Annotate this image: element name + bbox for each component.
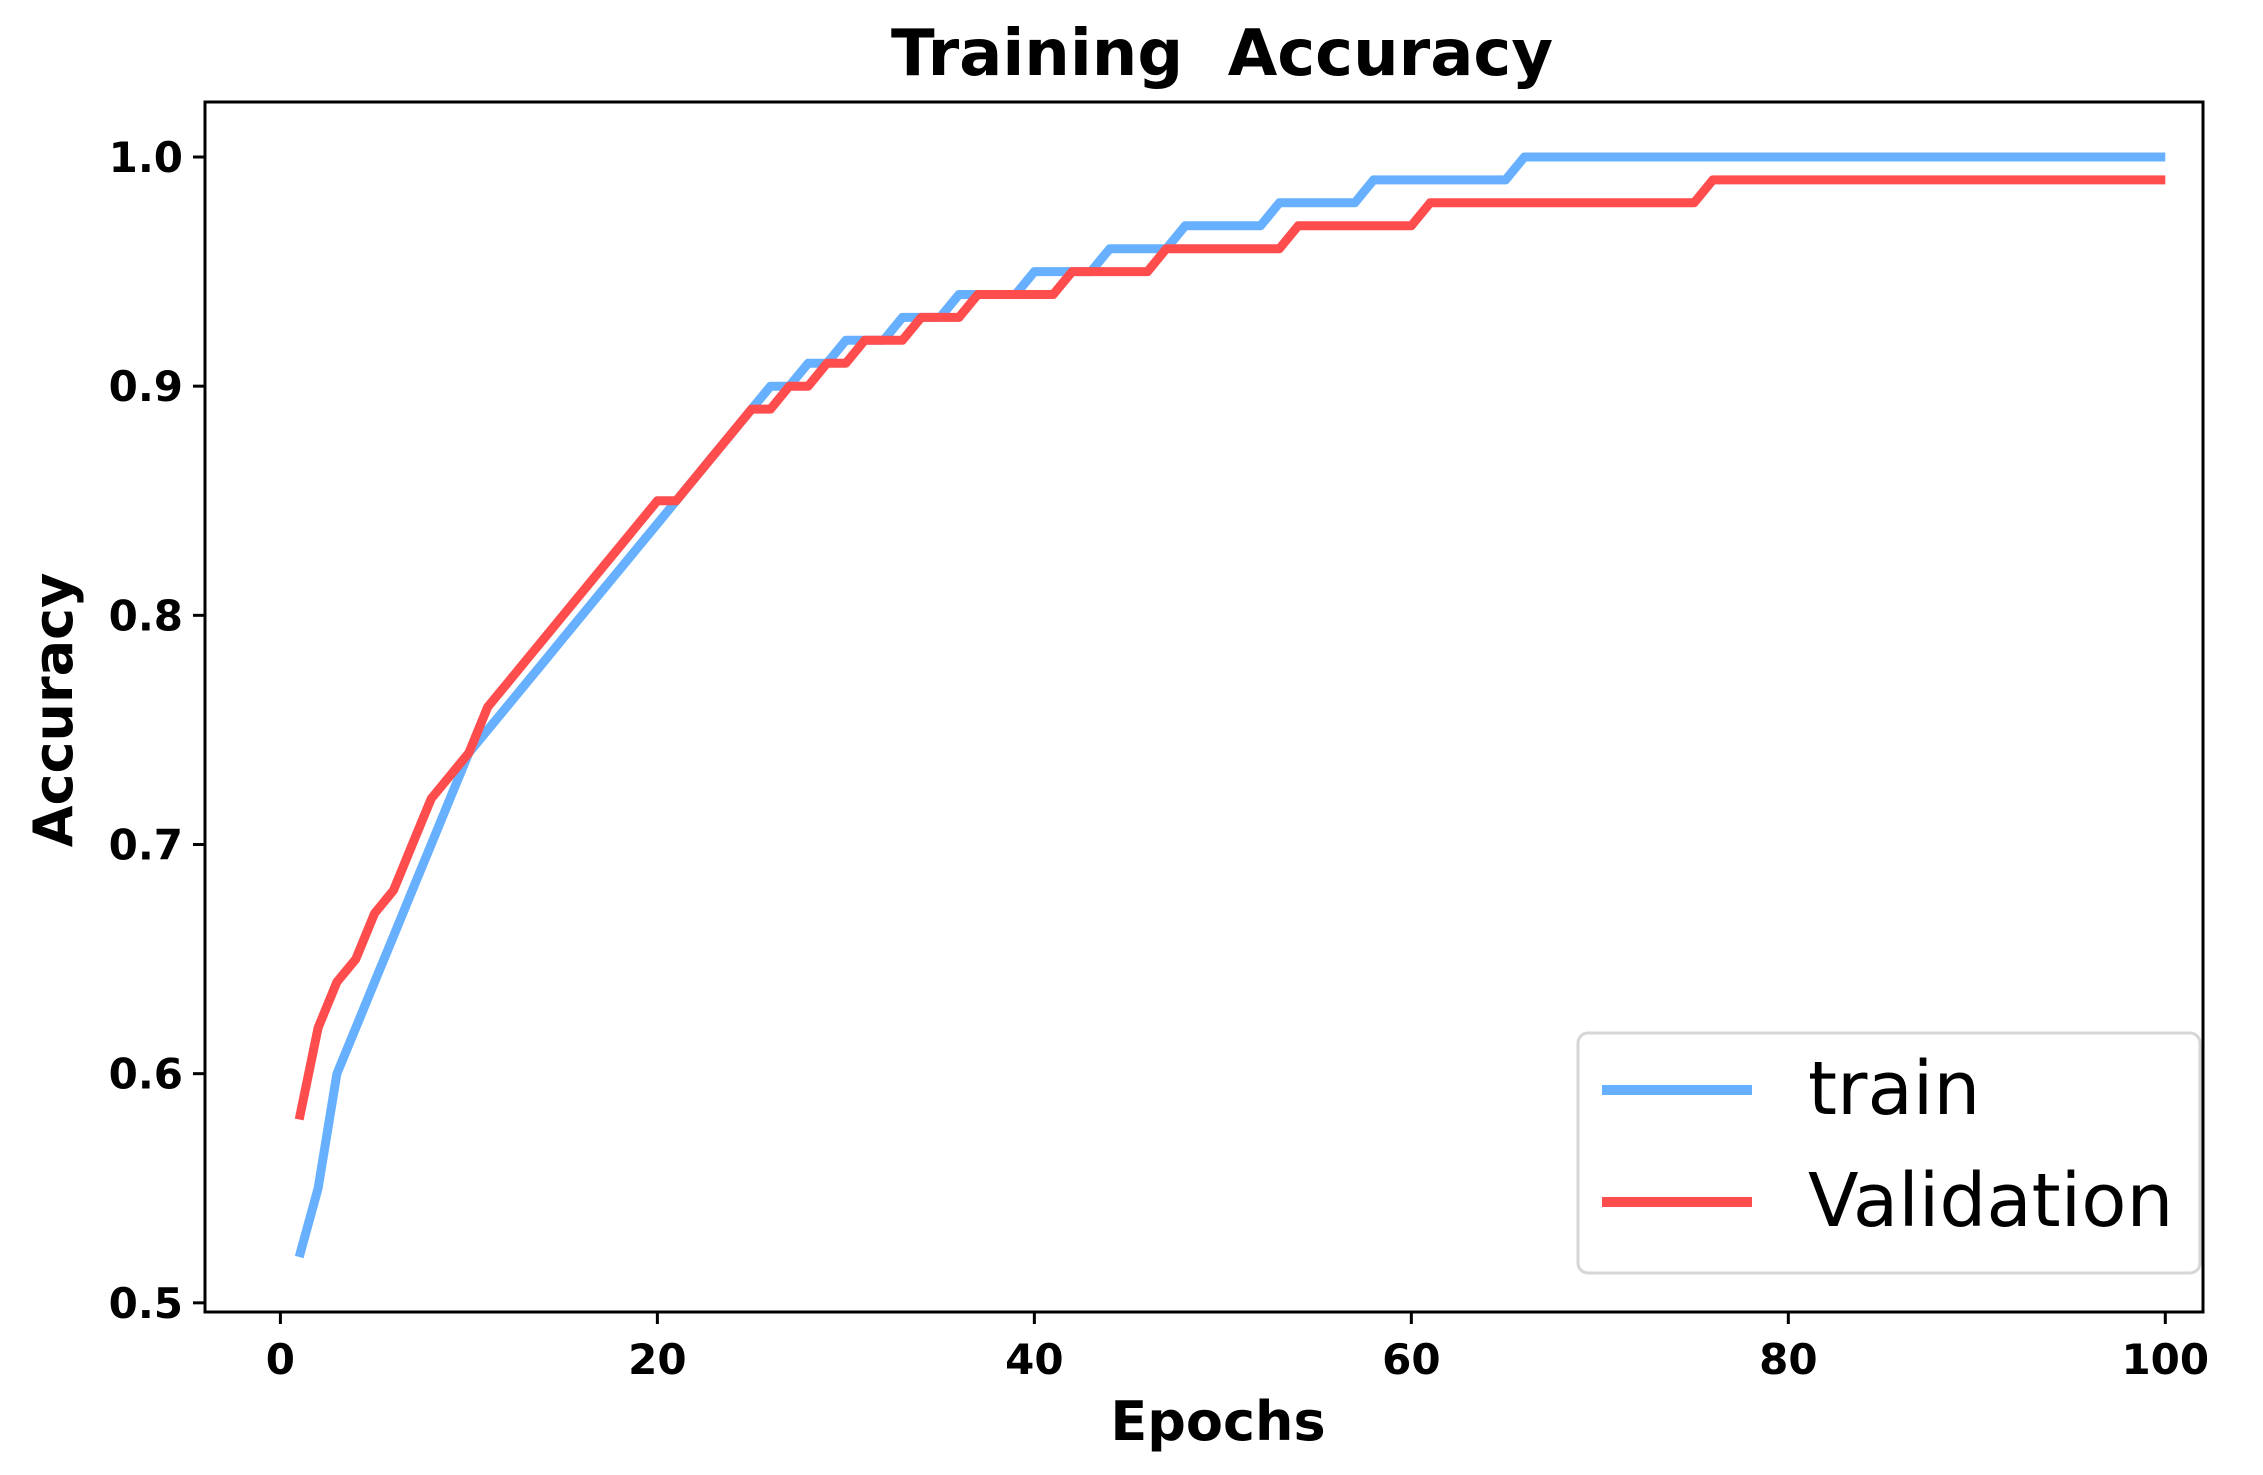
y-axis: 0.5 0.6 0.7 0.8 0.9 1.0 — [109, 133, 205, 1328]
x-axis-label: Epochs — [1110, 1390, 1325, 1453]
series-layer — [294, 152, 2166, 1259]
x-tick-label: 100 — [2121, 1335, 2209, 1384]
plot-frame — [203, 100, 2205, 1314]
x-tick-label: 0 — [266, 1335, 295, 1384]
x-tick-label: 80 — [1759, 1335, 1817, 1384]
y-tick-label: 0.9 — [109, 362, 183, 411]
x-tick-label: 40 — [1005, 1335, 1063, 1384]
y-tick-label: 0.6 — [109, 1050, 183, 1099]
y-tick-label: 1.0 — [109, 133, 183, 182]
y-tick-label: 0.7 — [109, 821, 183, 870]
legend: train Validation — [1576, 1031, 2202, 1275]
y-axis-label: Accuracy — [22, 573, 85, 848]
x-axis: 0 20 40 60 80 100 — [266, 1312, 2209, 1384]
y-tick-label: 0.5 — [109, 1279, 183, 1328]
series-line-validation — [294, 175, 2166, 1121]
x-tick-label: 60 — [1382, 1335, 1440, 1384]
chart-title: Training Accuracy — [891, 17, 1553, 91]
legend-label-train: train — [1808, 1046, 1980, 1132]
legend-label-validation: Validation — [1808, 1158, 2173, 1244]
y-tick-label: 0.8 — [109, 591, 183, 640]
x-tick-label: 20 — [628, 1335, 686, 1384]
